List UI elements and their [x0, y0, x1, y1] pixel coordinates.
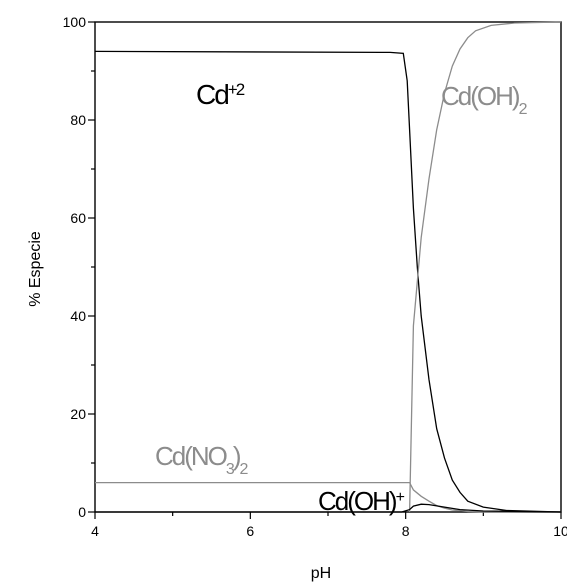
species-label-2: Cd(NO3)2 [155, 441, 248, 478]
y-tick-label: 80 [70, 112, 86, 128]
y-tick-label: 0 [78, 504, 86, 520]
species-label-3: Cd(OH)+ [318, 486, 405, 516]
series-line-3 [95, 503, 562, 513]
y-tick-label: 100 [63, 14, 87, 30]
y-tick-label: 60 [70, 210, 86, 226]
x-tick-label: 6 [246, 523, 254, 539]
species-label-1: Cd(OH)2 [441, 81, 528, 118]
x-tick-label: 8 [402, 523, 410, 539]
y-tick-label: 20 [70, 406, 86, 422]
y-tick-label: 40 [70, 308, 86, 324]
x-axis-title: pH [311, 565, 331, 582]
x-tick-label: 4 [91, 523, 99, 539]
x-tick-label: 10 [553, 523, 567, 539]
species-label-0: Cd+2 [196, 79, 245, 110]
series-line-1 [408, 21, 562, 513]
series-line-0 [94, 50, 562, 513]
y-axis-title: % Especie [27, 231, 44, 307]
